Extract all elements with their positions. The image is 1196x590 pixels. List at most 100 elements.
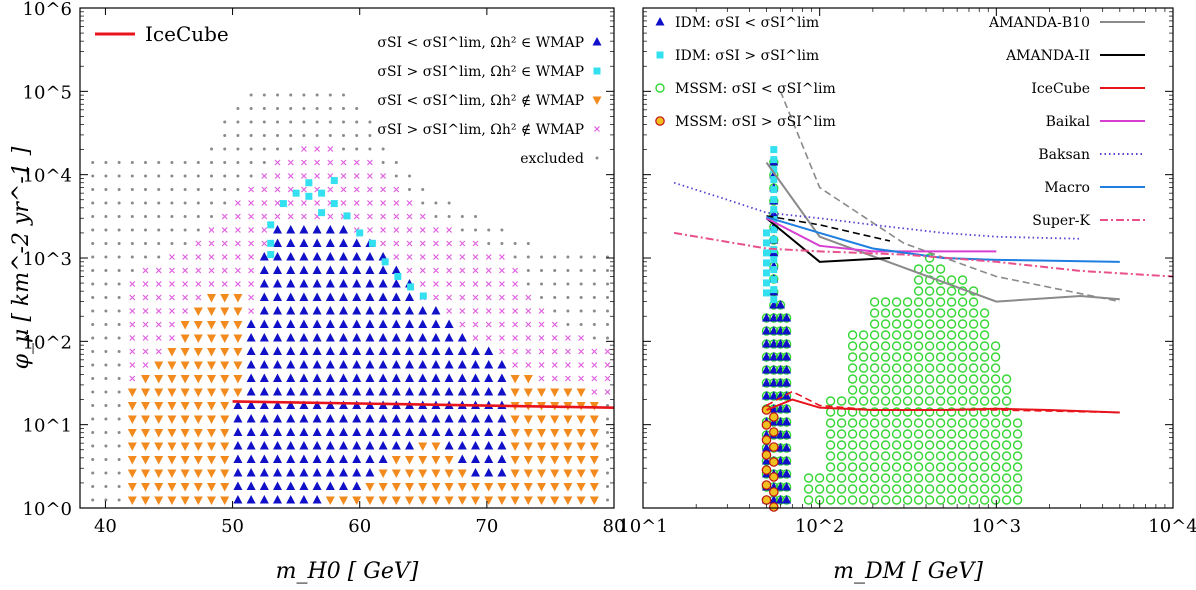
scatter-point-excluded	[144, 161, 148, 164]
scatter-point-pink	[472, 308, 479, 314]
scatter-point-excluded	[566, 296, 570, 299]
scatter-point-mssm	[869, 440, 880, 450]
scatter-point-orange	[405, 496, 415, 505]
scatter-point-blue	[233, 441, 243, 450]
scatter-point-orange	[563, 456, 573, 465]
scatter-point-excluded	[91, 242, 95, 245]
scatter-point-excluded	[223, 134, 227, 137]
scatter-point-excluded	[104, 309, 108, 313]
scatter-point-excluded	[513, 242, 517, 245]
icecube-line	[232, 400, 615, 409]
x-tick-label: 10^4	[1148, 516, 1196, 537]
scatter-point-idm-blue	[761, 352, 771, 361]
scatter-point-mssm	[847, 396, 858, 406]
scatter-point-excluded	[170, 242, 174, 245]
scatter-point-blue	[378, 427, 388, 436]
scatter-point-blue	[286, 333, 296, 342]
scatter-point-blue	[405, 319, 415, 328]
scatter-point-mssm	[880, 363, 891, 373]
scatter-point-pink	[182, 267, 189, 274]
scatter-point-blue	[378, 454, 388, 463]
scatter-point-mssm	[1001, 374, 1012, 384]
scatter-point-pink	[129, 375, 136, 382]
scatter-point-excluded	[117, 323, 121, 326]
scatter-point-excluded	[117, 242, 121, 245]
scatter-point-mssm	[1001, 418, 1012, 428]
scatter-point-mssm	[858, 330, 869, 340]
scatter-point-blue	[457, 414, 467, 423]
scatter-point-pink	[485, 294, 492, 301]
scatter-point-blue	[286, 306, 296, 315]
scatter-point-pink	[155, 308, 162, 314]
scatter-point-orange	[391, 496, 401, 505]
scatter-point-blue	[273, 454, 283, 463]
scatter-point-orange	[576, 388, 586, 397]
scatter-point-mssm	[869, 462, 880, 472]
scatter-point-pink	[366, 173, 373, 179]
scatter-point-pink	[221, 254, 228, 260]
scatter-point-pink	[155, 321, 162, 328]
scatter-point-mssm	[880, 330, 891, 340]
scatter-point-excluded	[223, 120, 227, 124]
series-line	[766, 217, 997, 253]
scatter-point-pink	[446, 281, 453, 287]
scatter-point-orange	[233, 334, 243, 343]
scatter-point-pink	[353, 213, 360, 220]
scatter-point-blue	[246, 319, 256, 328]
scatter-point-pink	[287, 173, 294, 179]
scatter-point-mssm	[968, 308, 979, 318]
scatter-point-mssm	[880, 429, 891, 439]
scatter-point-blue	[299, 225, 309, 234]
scatter-point-excluded	[236, 107, 240, 110]
scatter-point-mssm	[869, 407, 880, 417]
scatter-point-pink	[406, 267, 413, 274]
scatter-point-blue	[246, 468, 256, 477]
scatter-point-excluded	[236, 161, 240, 164]
scatter-point-blue	[273, 441, 283, 450]
scatter-point-blue	[325, 468, 335, 477]
scatter-point-mssm	[913, 352, 924, 362]
scatter-point-orange	[444, 456, 454, 465]
scatter-point-excluded	[104, 336, 108, 340]
scatter-point-mssm	[924, 451, 935, 461]
scatter-point-blue	[273, 360, 283, 369]
scatter-point-orange	[127, 429, 137, 438]
scatter-point-pink	[195, 254, 202, 260]
scatter-point-blue	[405, 346, 415, 355]
scatter-point-orange	[193, 307, 203, 316]
scatter-point-excluded	[342, 93, 346, 97]
scatter-point-pink	[221, 227, 228, 233]
scatter-point-pink	[366, 186, 373, 193]
scatter-point-excluded	[210, 201, 214, 205]
scatter-point-pink	[578, 375, 585, 382]
scatter-point-orange	[365, 496, 375, 505]
scatter-point-pink	[314, 146, 321, 152]
scatter-point-mssm	[979, 385, 990, 395]
scatter-point-blue	[339, 306, 349, 315]
scatter-point-orange	[589, 415, 599, 424]
scatter-point-pink	[512, 294, 519, 301]
scatter-point-mssm	[869, 396, 880, 406]
legend-series-label: AMANDA-II	[1005, 48, 1090, 64]
scatter-point-excluded	[130, 255, 134, 259]
scatter-point-blue	[325, 225, 335, 234]
scatter-point-blue	[444, 333, 454, 342]
scatter-point-orange	[510, 442, 520, 451]
scatter-point-blue	[273, 481, 283, 490]
scatter-point-mssm	[891, 418, 902, 428]
scatter-point-excluded	[328, 120, 332, 124]
scatter-point-blue	[339, 346, 349, 355]
scatter-point-idm-cyan	[762, 239, 770, 247]
scatter-point-blue	[418, 346, 428, 355]
scatter-point-mssm	[891, 363, 902, 373]
scatter-point-orange	[180, 334, 190, 343]
scatter-point-cyan	[407, 283, 415, 291]
scatter-point-pink	[498, 254, 505, 260]
scatter-point-blue	[259, 360, 269, 369]
scatter-point-mssm	[957, 495, 968, 505]
scatter-point-mssm	[957, 330, 968, 340]
scatter-point-blue	[312, 292, 322, 301]
scatter-point-orange	[193, 334, 203, 343]
scatter-point-blue	[391, 306, 401, 315]
scatter-point-pink	[287, 213, 294, 220]
